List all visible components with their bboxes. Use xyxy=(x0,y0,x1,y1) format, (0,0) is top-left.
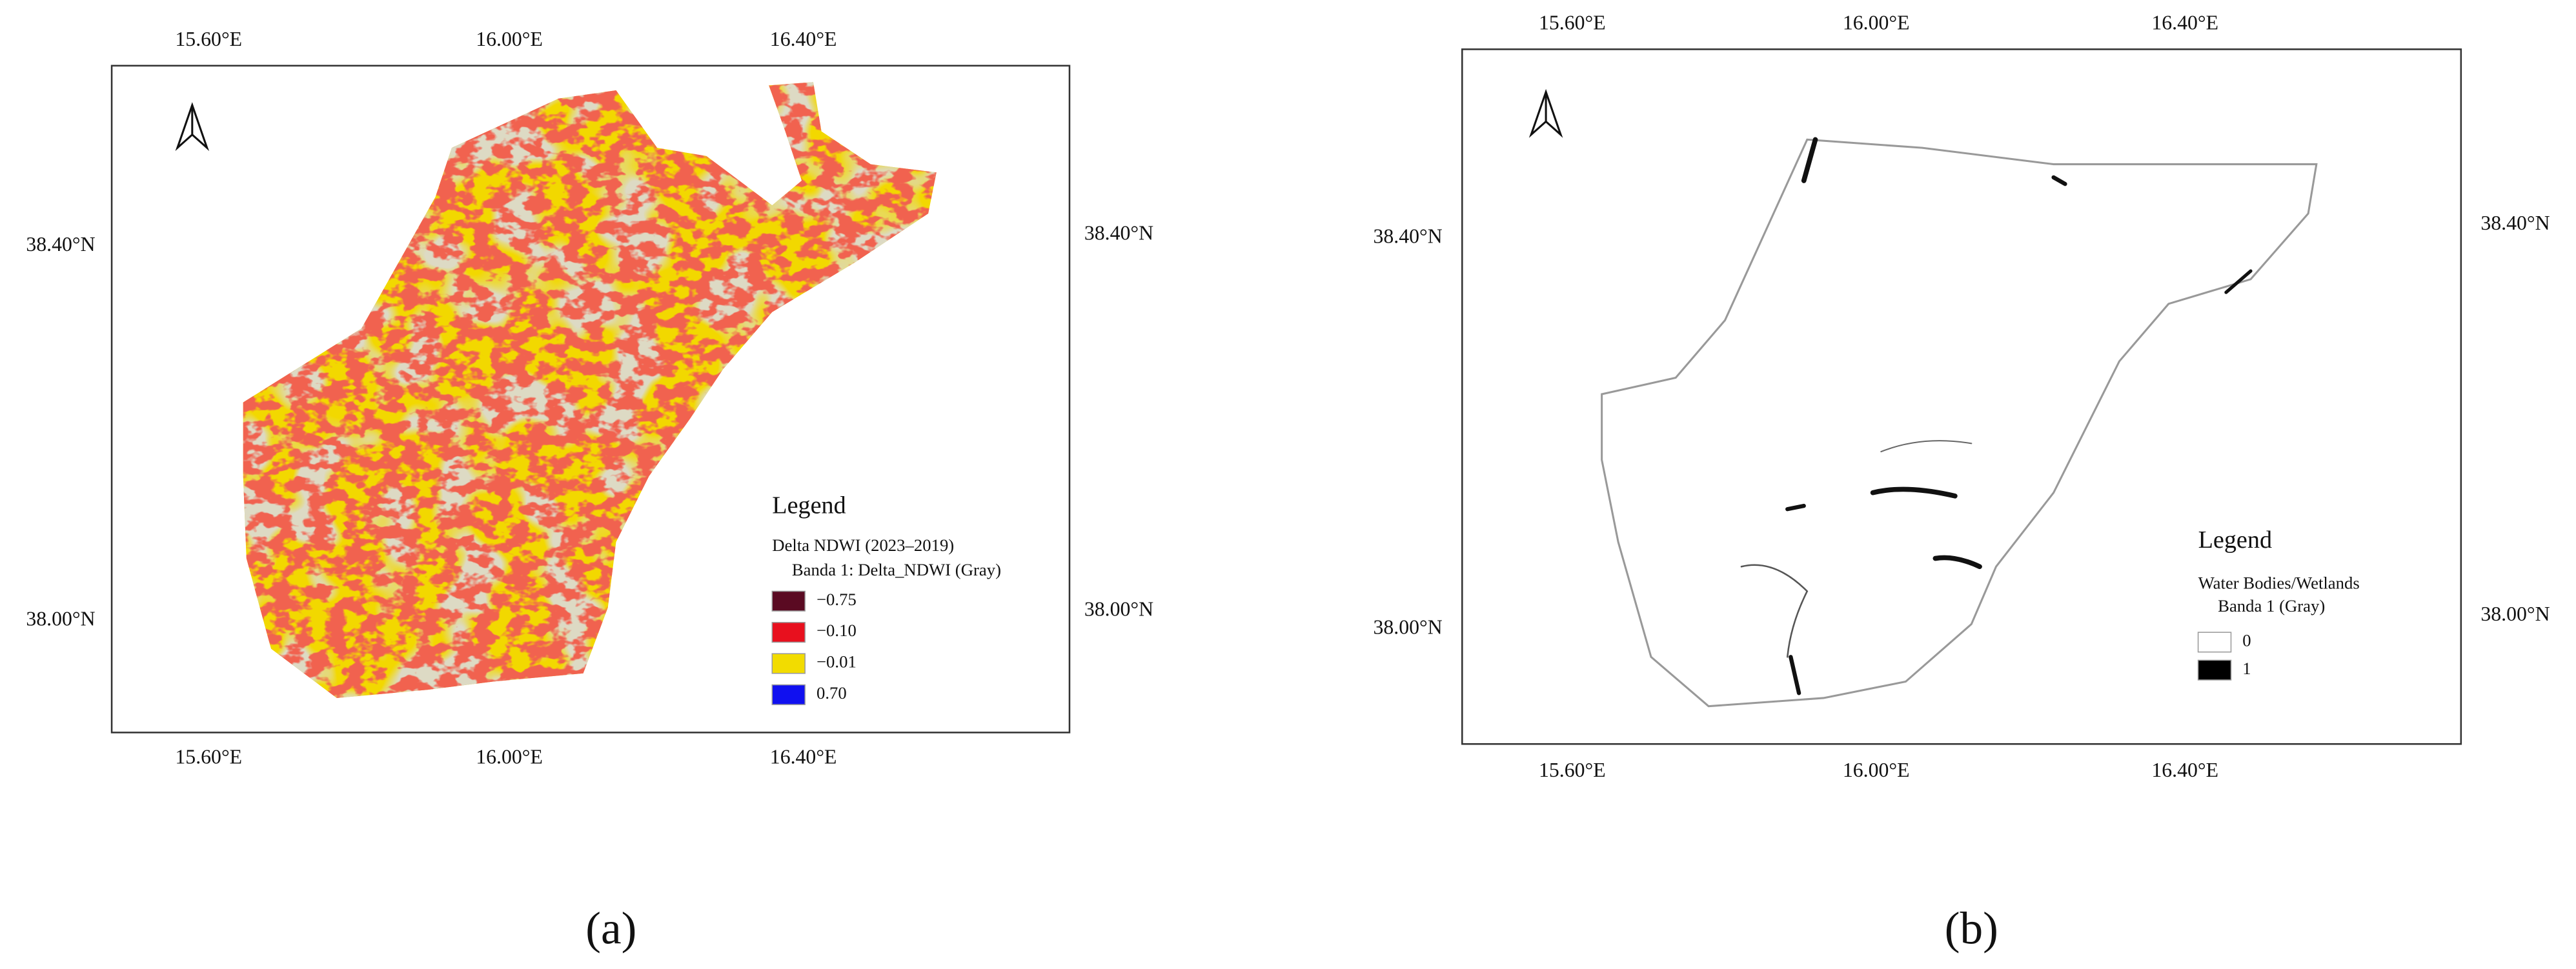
map-a xyxy=(175,82,937,698)
bottom-tick-label: 16.00°E xyxy=(476,745,543,768)
top-tick-label: 16.40°E xyxy=(770,28,837,50)
right-tick-label: 38.40°N xyxy=(2480,212,2550,234)
right-tick-label: 38.40°N xyxy=(1084,221,1153,244)
legend-label: −0.01 xyxy=(816,652,857,672)
legend-swatch xyxy=(771,590,806,612)
left-tick-label: 38.40°N xyxy=(26,233,95,255)
legend-band: Banda 1: Delta_NDWI (Gray) xyxy=(792,560,1001,579)
legend-layer: Water Bodies/Wetlands xyxy=(2198,573,2360,592)
map-b xyxy=(1528,88,2318,708)
legend-label: 1 xyxy=(2242,659,2251,678)
bottom-tick-label: 16.40°E xyxy=(2151,759,2218,781)
legend-layer: Delta NDWI (2023–2019) xyxy=(772,535,954,555)
panel-caption: (a) xyxy=(585,903,636,954)
bottom-tick-label: 16.00°E xyxy=(1843,759,1910,781)
top-tick-label: 16.00°E xyxy=(1843,11,1910,34)
legend-swatch xyxy=(2197,659,2232,681)
legend-band: Banda 1 (Gray) xyxy=(2218,596,2325,615)
legend-title: Legend xyxy=(2198,526,2272,554)
legend-label: −0.75 xyxy=(816,590,857,609)
legend-label: 0 xyxy=(2242,631,2251,650)
north-arrow xyxy=(1528,88,1563,138)
legend-swatch xyxy=(771,622,806,643)
legend-swatch xyxy=(2197,632,2232,653)
left-tick-label: 38.00°N xyxy=(1374,615,1443,638)
bottom-tick-label: 16.40°E xyxy=(770,745,837,768)
legend-label: −0.10 xyxy=(816,621,857,640)
left-tick-label: 38.00°N xyxy=(26,608,95,630)
legend-label: 0.70 xyxy=(816,683,847,703)
legend-title: Legend xyxy=(772,492,846,519)
legend-swatch xyxy=(771,684,806,705)
top-tick-label: 16.00°E xyxy=(476,28,543,50)
left-tick-label: 38.40°N xyxy=(1374,225,1443,247)
legend-swatch xyxy=(771,653,806,674)
top-tick-label: 15.60°E xyxy=(175,28,242,50)
north-arrow xyxy=(175,102,210,152)
top-tick-label: 15.60°E xyxy=(1539,11,1606,34)
top-tick-label: 16.40°E xyxy=(2151,11,2218,34)
panel-caption: (b) xyxy=(1945,903,1998,954)
right-tick-label: 38.00°N xyxy=(2480,603,2550,625)
bottom-tick-label: 15.60°E xyxy=(175,745,242,768)
right-tick-label: 38.00°N xyxy=(1084,597,1153,620)
bottom-tick-label: 15.60°E xyxy=(1539,759,1606,781)
